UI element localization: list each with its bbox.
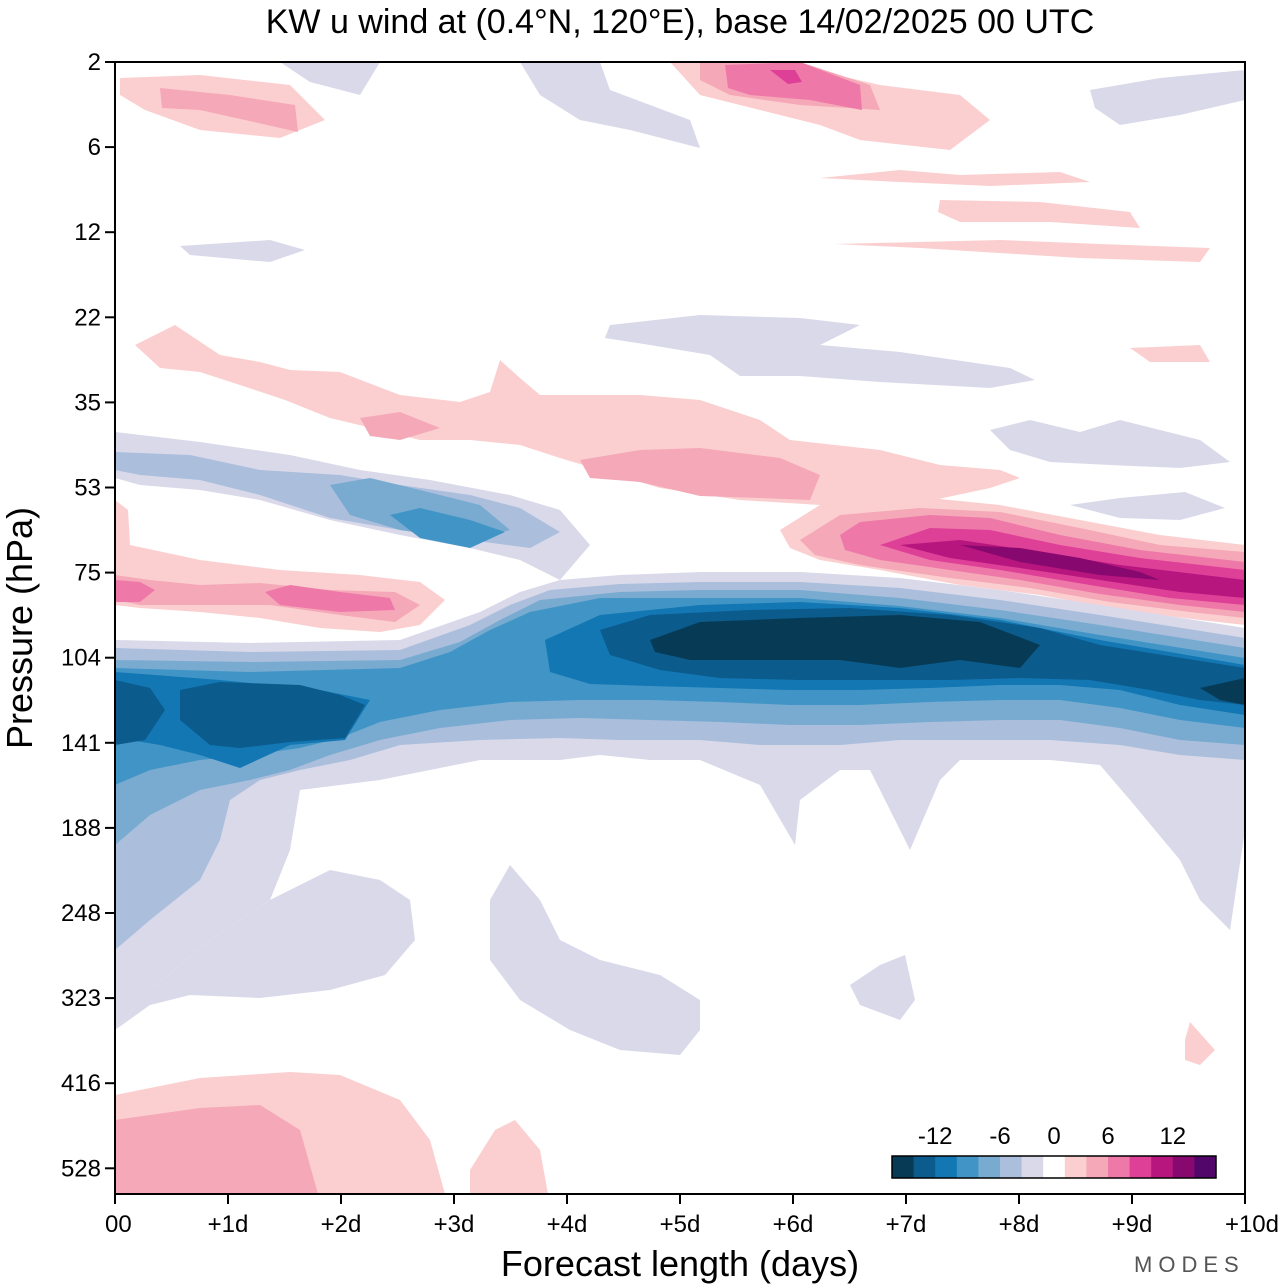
colorbar-swatch bbox=[1172, 1156, 1195, 1178]
chart-title: KW u wind at (0.4°N, 120°E), base 14/02/… bbox=[266, 3, 1095, 41]
contour-westward-22hpa bbox=[605, 315, 1035, 388]
contour-westward-upper-left bbox=[280, 62, 380, 95]
contour-eastward-thin-3 bbox=[835, 240, 1210, 262]
colorbar: -12 -6 0 6 12 bbox=[891, 1123, 1217, 1179]
y-tick-label: 141 bbox=[61, 730, 101, 757]
x-tick-label: +1d bbox=[208, 1211, 249, 1238]
y-tick-label: 416 bbox=[61, 1070, 101, 1097]
colorbar-label: 6 bbox=[1101, 1123, 1114, 1150]
contour-westward-jet-14 bbox=[650, 615, 1040, 668]
contour-eastward-mid-inner bbox=[580, 448, 820, 500]
contour-eastward-low-lobe-left bbox=[115, 580, 155, 602]
y-axis-label: Pressure (hPa) bbox=[0, 507, 40, 749]
x-tick-label: +6d bbox=[773, 1211, 814, 1238]
brand-logo-text: MODES bbox=[1134, 1252, 1245, 1277]
y-tick-label: 323 bbox=[61, 985, 101, 1012]
contour-westward-upper-wisp bbox=[520, 62, 700, 148]
contour-westward-lower-mid bbox=[490, 865, 700, 1055]
x-tick-label: +4d bbox=[547, 1211, 588, 1238]
contour-eastward-low-lobe-10 bbox=[265, 585, 395, 612]
x-tick-label: +5d bbox=[660, 1211, 701, 1238]
x-tick-label: 00 bbox=[105, 1211, 132, 1238]
x-tick-label: +2d bbox=[321, 1211, 362, 1238]
y-tick-label: 75 bbox=[74, 560, 101, 587]
y-tick-label: 6 bbox=[88, 134, 101, 161]
contour-westward-lower-left bbox=[115, 870, 415, 1030]
contour-westward-lower-right bbox=[850, 955, 915, 1020]
colorbar-swatch bbox=[1151, 1156, 1174, 1178]
contour-eastward-descending-band bbox=[135, 325, 1020, 505]
colorbar-swatch bbox=[1021, 1156, 1044, 1178]
y-tick-label: 104 bbox=[61, 645, 101, 672]
x-axis: 00 +1d +2d +3d +4d +5d +6d +7d +8d +9d +10d bbox=[105, 1194, 1279, 1238]
contour-eastward-jet-16 bbox=[960, 545, 1160, 580]
contour-eastward-thin-2 bbox=[938, 200, 1140, 228]
colorbar-label: -6 bbox=[989, 1123, 1010, 1150]
colorbar-swatch bbox=[1108, 1156, 1131, 1178]
colorbar-label: 12 bbox=[1159, 1123, 1186, 1150]
colorbar-swatch bbox=[978, 1156, 1001, 1178]
contour-westward-lobe-8 bbox=[390, 508, 505, 548]
y-tick-label: 2 bbox=[88, 49, 101, 76]
contour-westward-left-edge bbox=[115, 680, 165, 745]
y-tick-label: 22 bbox=[74, 304, 101, 331]
contour-westward-12hpa bbox=[180, 240, 305, 262]
contour-eastward-low-level-inner bbox=[115, 1105, 318, 1194]
y-tick-label: 12 bbox=[74, 219, 101, 246]
colorbar-label: -12 bbox=[918, 1123, 953, 1150]
y-tick-label: 35 bbox=[74, 389, 101, 416]
x-tick-label: +10d bbox=[1225, 1211, 1279, 1238]
contour-fills bbox=[115, 62, 1245, 1194]
contour-westward-left-inner bbox=[180, 682, 365, 748]
contour-eastward-small-right bbox=[1130, 345, 1210, 362]
colorbar-swatch bbox=[892, 1156, 915, 1178]
colorbar-swatch bbox=[913, 1156, 936, 1178]
colorbar-swatch bbox=[1000, 1156, 1023, 1178]
contour-eastward-low-level-right bbox=[1185, 1022, 1215, 1065]
colorbar-swatch bbox=[1129, 1156, 1152, 1178]
colorbar-frame bbox=[891, 1155, 1217, 1179]
contour-eastward-thin-1 bbox=[820, 170, 1090, 186]
contour-eastward-descending-inner bbox=[360, 412, 440, 440]
x-tick-label: +8d bbox=[999, 1211, 1040, 1238]
y-axis: 2 6 12 22 35 53 75 104 141 188 248 323 416 528 bbox=[61, 49, 115, 1182]
colorbar-swatch bbox=[1194, 1156, 1217, 1178]
contour-eastward-upper-mid-peak bbox=[770, 70, 802, 84]
colorbar-swatch bbox=[1043, 1156, 1066, 1178]
contour-westward-right-60 bbox=[1070, 492, 1225, 520]
colorbar-swatch bbox=[935, 1156, 958, 1178]
colorbar-swatch bbox=[1086, 1156, 1109, 1178]
y-tick-label: 53 bbox=[74, 475, 101, 502]
x-tick-label: +3d bbox=[434, 1211, 475, 1238]
contour-westward-jet-14-right bbox=[1200, 678, 1245, 705]
contour-eastward-low-level-mid bbox=[470, 1120, 548, 1194]
y-tick-label: 248 bbox=[61, 900, 101, 927]
contour-westward-upper-right bbox=[1090, 70, 1245, 125]
x-axis-label: Forecast length (days) bbox=[501, 1243, 859, 1284]
colorbar-swatch bbox=[956, 1156, 979, 1178]
contour-eastward-upper-mid-core bbox=[725, 62, 862, 110]
colorbar-label: 0 bbox=[1047, 1123, 1060, 1150]
colorbar-swatch bbox=[1064, 1156, 1087, 1178]
contour-eastward-upper-left-inner bbox=[160, 88, 298, 132]
y-tick-label: 528 bbox=[61, 1155, 101, 1182]
contour-westward-right-53 bbox=[990, 420, 1230, 468]
y-tick-label: 188 bbox=[61, 815, 101, 842]
x-tick-label: +9d bbox=[1112, 1211, 1153, 1238]
x-tick-label: +7d bbox=[886, 1211, 927, 1238]
